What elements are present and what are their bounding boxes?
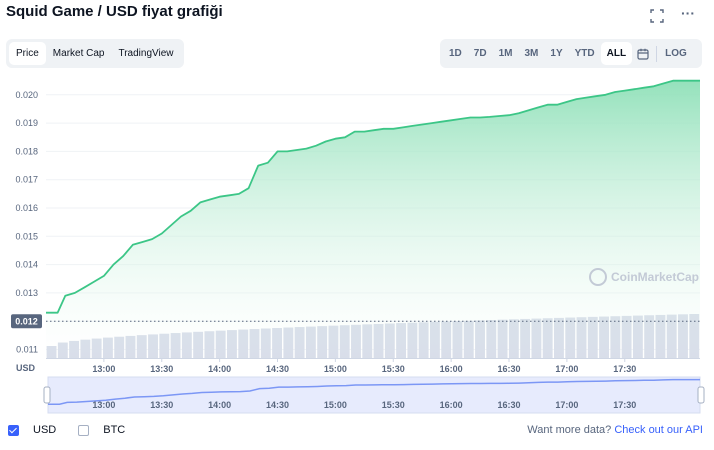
range-navigator[interactable]: 13:00 13:30 14:00 14:30 15:00 15:30 16:00 16:30… (0, 375, 714, 415)
x-tick-label: 13:30 (150, 364, 173, 374)
range-1d[interactable]: 1D (449, 48, 462, 59)
price-chart[interactable]: 0.011 0.012 0.013 0.014 0.015 0.016 0.017 0.018… (0, 72, 714, 375)
y-tick-label: 0.015 (15, 231, 38, 241)
current-price-badge (11, 314, 42, 329)
expand-icon (650, 9, 664, 23)
chart-type-tabs: Price Market Cap TradingView (6, 39, 184, 68)
calendar-icon (637, 48, 649, 60)
range-divider (656, 45, 658, 62)
tab-price[interactable]: Price (9, 42, 46, 65)
tab-tradingview[interactable]: TradingView (118, 48, 174, 59)
navigator-tick-label: 15:00 (324, 400, 347, 410)
y-axis-unit: USD (16, 363, 36, 373)
range-1m[interactable]: 1M (498, 48, 513, 59)
log-scale-button[interactable]: LOG (665, 48, 687, 59)
navigator-tick-label: 16:30 (497, 400, 520, 410)
navigator-tick-label: 17:00 (555, 400, 578, 410)
x-tick-label: 16:30 (497, 364, 520, 374)
navigator-tick-label: 14:00 (208, 400, 231, 410)
navigator-tick-label: 16:00 (440, 400, 463, 410)
x-tick-label: 14:00 (208, 364, 231, 374)
range-ytd[interactable]: YTD (574, 48, 595, 59)
btc-checkbox[interactable] (78, 424, 90, 436)
api-link[interactable]: Check out our API (614, 424, 703, 436)
more-icon: ··· (681, 5, 695, 21)
usd-label: USD (33, 424, 57, 436)
x-tick-label: 16:00 (440, 364, 463, 374)
y-tick-label: 0.017 (15, 175, 38, 185)
page-title: Squid Game / USD fiyat grafiği (6, 3, 223, 20)
api-promo: Want more data? Check out our API (527, 424, 703, 436)
current-price-label: 0.012 (15, 317, 38, 327)
calendar-button[interactable] (632, 42, 654, 65)
x-tick-label: 15:30 (382, 364, 405, 374)
expand-button[interactable] (650, 9, 664, 23)
y-tick-label: 0.018 (15, 146, 38, 156)
btc-label: BTC (103, 424, 126, 436)
navigator-window (47, 376, 701, 414)
x-tick-label: 17:30 (613, 364, 636, 374)
api-prompt: Want more data? (527, 424, 612, 436)
range-1y[interactable]: 1Y (550, 48, 563, 59)
y-tick-label: 0.016 (15, 203, 38, 213)
y-tick-label: 0.019 (15, 118, 38, 128)
navigator-tick-label: 13:30 (150, 400, 173, 410)
navigator-handle-left[interactable] (43, 386, 51, 404)
y-tick-label: 0.013 (15, 288, 38, 298)
x-tick-label: 13:00 (92, 364, 115, 374)
tab-market-cap[interactable]: Market Cap (52, 48, 105, 59)
price-line (46, 79, 700, 314)
series-legend: USD BTC (8, 424, 147, 436)
price-area (46, 80, 700, 358)
navigator-tick-label: 13:00 (92, 400, 115, 410)
range-7d[interactable]: 7D (473, 48, 487, 59)
watermark-logo (589, 268, 607, 286)
range-selector: 1D 7D 1M 3M 1Y YTD ALL LOG (440, 39, 702, 68)
range-all[interactable]: ALL (600, 42, 633, 65)
x-tick-label: 17:00 (555, 364, 578, 374)
y-tick-label: 0.020 (15, 90, 38, 100)
watermark-text: CoinMarketCap (611, 270, 699, 284)
more-button[interactable]: ··· (679, 6, 697, 24)
navigator-line (48, 378, 700, 405)
x-tick-label: 15:00 (324, 364, 347, 374)
usd-checkbox[interactable] (8, 424, 19, 436)
x-tick-label: 14:30 (266, 364, 289, 374)
navigator-tick-label: 17:30 (613, 400, 636, 410)
navigator-tick-label: 15:30 (382, 400, 405, 410)
navigator-handle-right[interactable] (697, 386, 705, 404)
y-tick-label: 0.011 (16, 345, 38, 355)
navigator-tick-label: 14:30 (266, 400, 289, 410)
y-tick-label: 0.014 (15, 260, 38, 270)
range-3m[interactable]: 3M (524, 48, 539, 59)
